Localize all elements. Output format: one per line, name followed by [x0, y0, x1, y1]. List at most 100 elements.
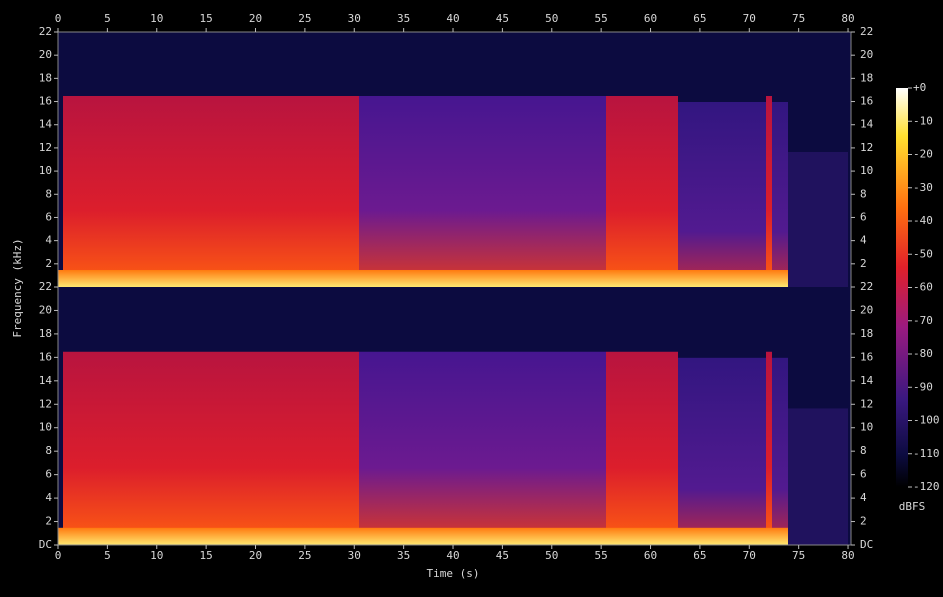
y-tick-label: 16 — [860, 350, 873, 363]
y-tick-label: 20 — [860, 303, 873, 316]
colorbar-tick-label: +0 — [913, 81, 926, 94]
x-tick-label: 35 — [397, 549, 410, 562]
y-tick-label: 6 — [45, 210, 52, 223]
y-tick-label: 14 — [860, 118, 874, 131]
y-tick-label: 18 — [39, 71, 52, 84]
y-tick-label: 10 — [39, 164, 52, 177]
y-tick-label: 20 — [39, 303, 52, 316]
x-tick-label: 25 — [298, 549, 311, 562]
colorbar-tick-label: -50 — [913, 247, 933, 260]
plot-frame — [57, 31, 852, 546]
colorbar-tick-label: -60 — [913, 281, 933, 294]
x-tick-label: 0 — [55, 549, 62, 562]
y-tick-label: 20 — [860, 48, 873, 61]
x-tick-label: 70 — [743, 12, 756, 25]
y-tick-label: 16 — [39, 95, 52, 108]
y-tick-label: 2 — [45, 515, 52, 528]
y-tick-label: 16 — [860, 95, 873, 108]
colorbar-tick-label: -70 — [913, 314, 933, 327]
x-tick-label: 50 — [545, 12, 558, 25]
y-tick-label: 8 — [860, 444, 867, 457]
x-tick-label: 30 — [348, 12, 361, 25]
colorbar-tick-label: -90 — [913, 380, 933, 393]
x-tick-label: 55 — [595, 549, 608, 562]
y-tick-label: 2 — [45, 257, 52, 270]
x-tick-label: 25 — [298, 12, 311, 25]
y-tick-label: 18 — [39, 327, 52, 340]
x-tick-label: 5 — [104, 12, 111, 25]
x-tick-label: 50 — [545, 549, 558, 562]
x-tick-label: 65 — [693, 12, 706, 25]
y-tick-label: 14 — [39, 118, 53, 131]
x-tick-label: 80 — [841, 549, 854, 562]
y-tick-label: DC — [39, 538, 52, 551]
x-tick-label: 30 — [348, 549, 361, 562]
y-tick-label: 4 — [45, 491, 52, 504]
colorbar-tick-label: -110 — [913, 447, 940, 460]
x-tick-label: 20 — [249, 549, 262, 562]
y-tick-label: 16 — [39, 350, 52, 363]
x-tick-label: 15 — [200, 549, 213, 562]
spectrogram-channel-1 — [58, 32, 851, 287]
x-tick-label: 80 — [841, 12, 854, 25]
colorbar-tick-label: -100 — [913, 414, 940, 427]
x-tick-label: 5 — [104, 549, 111, 562]
colorbar-tick-label: -10 — [913, 114, 933, 127]
colorbar-tick-label: -30 — [913, 181, 933, 194]
colorbar-tick-label: -80 — [913, 347, 933, 360]
x-tick-label: 75 — [792, 12, 805, 25]
y-tick-label: 14 — [39, 374, 53, 387]
y-tick-label: 6 — [45, 468, 52, 481]
x-tick-label: 60 — [644, 549, 657, 562]
y-tick-label: 6 — [860, 210, 867, 223]
y-tick-label: 12 — [39, 397, 52, 410]
y-tick-label: 8 — [45, 187, 52, 200]
y-tick-label: 22 — [860, 25, 873, 38]
colorbar-title: dBFS — [899, 500, 926, 513]
y-tick-label: 12 — [860, 397, 873, 410]
x-tick-label: 45 — [496, 12, 509, 25]
y-tick-label: 10 — [860, 164, 873, 177]
x-tick-label: 60 — [644, 12, 657, 25]
spectrogram-channel-2 — [58, 287, 851, 545]
x-tick-label: 40 — [446, 12, 459, 25]
y-tick-label: 4 — [860, 491, 867, 504]
y-tick-label: 6 — [860, 468, 867, 481]
colorbar-tick-label: -40 — [913, 214, 933, 227]
y-tick-label: 22 — [39, 280, 52, 293]
colorbar — [896, 88, 908, 487]
x-tick-label: 65 — [693, 549, 706, 562]
x-tick-label: 10 — [150, 12, 163, 25]
x-tick-label: 0 — [55, 12, 62, 25]
x-tick-label: 35 — [397, 12, 410, 25]
y-tick-label: 2 — [860, 257, 867, 270]
y-tick-label: 4 — [45, 234, 52, 247]
x-tick-label: 15 — [200, 12, 213, 25]
y-tick-label: 8 — [860, 187, 867, 200]
y-tick-label: 8 — [45, 444, 52, 457]
x-tick-label: 10 — [150, 549, 163, 562]
y-tick-label: 4 — [860, 234, 867, 247]
colorbar-tick-label: -20 — [913, 148, 933, 161]
y-axis-title: Frequency (kHz) — [11, 238, 24, 337]
x-tick-label: 45 — [496, 549, 509, 562]
x-tick-label: 20 — [249, 12, 262, 25]
x-tick-label: 55 — [595, 12, 608, 25]
y-tick-label: 10 — [39, 421, 52, 434]
y-tick-label: 2 — [860, 515, 867, 528]
y-tick-label: 14 — [860, 374, 874, 387]
y-tick-label: 22 — [860, 280, 873, 293]
y-tick-label: 18 — [860, 71, 873, 84]
y-tick-label: 20 — [39, 48, 52, 61]
y-tick-label: 12 — [39, 141, 52, 154]
y-tick-label: 10 — [860, 421, 873, 434]
y-tick-label: DC — [860, 538, 873, 551]
y-tick-label: 12 — [860, 141, 873, 154]
y-tick-label: 22 — [39, 25, 52, 38]
y-tick-label: 18 — [860, 327, 873, 340]
x-tick-label: 75 — [792, 549, 805, 562]
x-tick-label: 40 — [446, 549, 459, 562]
x-tick-label: 70 — [743, 549, 756, 562]
colorbar-tick-label: -120 — [913, 480, 940, 493]
